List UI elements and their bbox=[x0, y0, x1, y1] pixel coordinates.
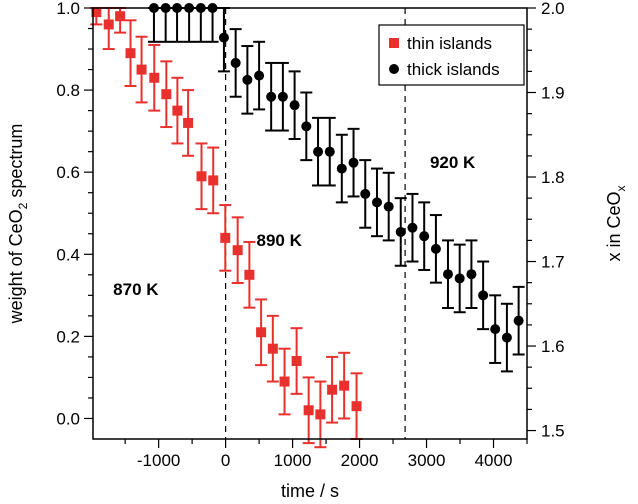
x-axis: -1000 0 1000 2000 3000 4000 bbox=[124, 439, 528, 470]
data-point bbox=[267, 343, 278, 354]
y-tick-label: 0.4 bbox=[56, 245, 80, 264]
legend-marker bbox=[389, 38, 399, 48]
data-point bbox=[218, 32, 229, 43]
data-point bbox=[351, 401, 362, 412]
data-point bbox=[279, 376, 290, 387]
data-point bbox=[442, 269, 453, 280]
data-point bbox=[244, 269, 255, 280]
data-point bbox=[220, 232, 231, 243]
data-point bbox=[407, 222, 418, 233]
data-point bbox=[161, 89, 172, 100]
region-label: 890 K bbox=[257, 231, 303, 250]
data-point bbox=[183, 117, 194, 128]
reference-lines bbox=[225, 8, 406, 439]
data-point bbox=[277, 91, 288, 102]
data-point bbox=[301, 121, 312, 132]
legend-marker bbox=[389, 64, 399, 74]
data-point bbox=[371, 197, 382, 208]
data-point bbox=[232, 245, 243, 256]
y-axis-left: 0.0 0.2 0.4 0.6 0.8 1.0 bbox=[56, 0, 93, 428]
x-tick-label: -1000 bbox=[137, 451, 180, 470]
data-point bbox=[208, 175, 219, 186]
y2-axis-title: x in CeOx bbox=[604, 185, 628, 261]
y2-tick-label: 1.7 bbox=[541, 253, 565, 272]
data-point bbox=[466, 269, 477, 280]
data-point bbox=[430, 243, 441, 254]
y-tick-label: 0.0 bbox=[56, 409, 80, 428]
data-point bbox=[115, 11, 126, 22]
data-point bbox=[419, 231, 430, 242]
data-point bbox=[149, 72, 160, 83]
data-point bbox=[125, 48, 136, 59]
data-point bbox=[490, 324, 501, 335]
x-axis-title: time / s bbox=[281, 481, 339, 501]
series-thin-islands bbox=[90, 7, 363, 449]
y2-tick-label: 2.0 bbox=[541, 0, 565, 18]
series-thick-islands bbox=[147, 3, 525, 373]
y2-tick-label: 1.9 bbox=[541, 84, 565, 103]
data-point bbox=[501, 332, 512, 343]
legend-label: thin islands bbox=[407, 34, 492, 53]
data-point bbox=[91, 7, 102, 18]
data-point bbox=[324, 146, 335, 157]
series-layer bbox=[90, 3, 525, 449]
data-point bbox=[196, 171, 207, 182]
legend-box bbox=[378, 24, 525, 86]
data-point bbox=[172, 105, 183, 116]
data-point bbox=[478, 290, 489, 301]
data-point bbox=[395, 226, 406, 237]
x-tick-label: 2000 bbox=[341, 451, 379, 470]
data-point bbox=[315, 409, 326, 420]
x-tick-label: 1000 bbox=[274, 451, 312, 470]
data-point bbox=[348, 157, 359, 168]
data-point bbox=[230, 57, 241, 68]
x-tick-label: 4000 bbox=[475, 451, 513, 470]
legend: thin islands thick islands bbox=[378, 24, 525, 86]
data-point bbox=[360, 188, 371, 199]
y2-tick-label: 1.5 bbox=[541, 422, 565, 441]
x-tick-label: 0 bbox=[221, 451, 230, 470]
data-point bbox=[291, 356, 302, 367]
data-point bbox=[256, 327, 267, 338]
data-point bbox=[242, 74, 253, 85]
data-point bbox=[327, 384, 338, 395]
y-tick-label: 0.2 bbox=[56, 327, 80, 346]
data-point bbox=[103, 19, 114, 30]
y-axis-right: 1.5 1.6 1.7 1.8 1.9 2.0 bbox=[527, 0, 565, 441]
data-point bbox=[336, 163, 347, 174]
y2-tick-label: 1.6 bbox=[541, 337, 565, 356]
y-tick-label: 1.0 bbox=[56, 0, 80, 18]
data-point bbox=[313, 146, 324, 157]
plot-frame bbox=[92, 7, 528, 440]
data-point bbox=[254, 70, 265, 81]
data-point bbox=[339, 380, 350, 391]
data-point bbox=[513, 315, 524, 326]
x-tick-label: 3000 bbox=[408, 451, 446, 470]
region-label: 920 K bbox=[430, 153, 476, 172]
y2-tick-label: 1.8 bbox=[541, 168, 565, 187]
y-axis-title: weight of CeO2 spectrum bbox=[6, 124, 30, 325]
y-tick-label: 0.8 bbox=[56, 81, 80, 100]
y-tick-label: 0.6 bbox=[56, 163, 80, 182]
legend-label: thick islands bbox=[407, 60, 500, 79]
data-point bbox=[136, 64, 147, 75]
data-point bbox=[266, 91, 277, 102]
region-label: 870 K bbox=[113, 280, 159, 299]
annotations: 870 K 890 K 920 K bbox=[113, 153, 476, 299]
data-point bbox=[383, 201, 394, 212]
data-point bbox=[289, 100, 300, 111]
data-point bbox=[454, 273, 465, 284]
data-point bbox=[303, 405, 314, 416]
